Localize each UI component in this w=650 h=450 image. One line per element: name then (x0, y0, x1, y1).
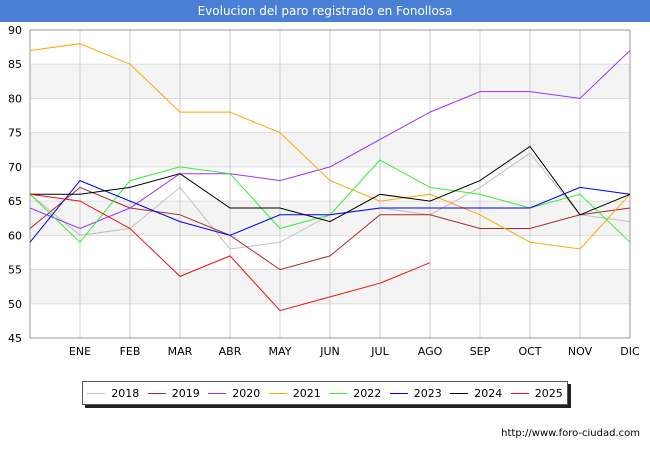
x-tick-label: SEP (470, 345, 491, 358)
legend-item-2024: 2024 (450, 387, 502, 400)
series-line-2021 (29, 43, 631, 250)
series-line-2025 (29, 193, 431, 312)
x-tick-label: MAY (269, 345, 292, 358)
y-tick-label: 75 (8, 127, 22, 140)
chart-title: Evolucion del paro registrado en Fonollo… (0, 0, 650, 22)
x-tick-label: FEB (120, 345, 141, 358)
x-tick-label: OCT (518, 345, 541, 358)
legend-item-2025: 2025 (510, 386, 563, 400)
legend-item-2018: 2018 (87, 387, 139, 400)
y-tick-label: 65 (8, 195, 22, 208)
legend-swatch (450, 392, 469, 394)
series-line-2020 (29, 50, 631, 230)
series-line-2023 (29, 179, 631, 243)
y-tick-label: 50 (8, 298, 22, 311)
legend-item-2020: 2020 (208, 387, 260, 400)
legend-label: 2019 (171, 386, 200, 400)
y-tick-label: 85 (8, 58, 22, 71)
legend-swatch (389, 392, 408, 394)
legend-swatch (268, 392, 287, 394)
legend-label: 2021 (292, 386, 321, 400)
x-tick-label: ENE (69, 345, 91, 358)
legend: 2018 2019 2020 2021 2022 2023 2024 2025 (82, 381, 568, 405)
plot-frame (29, 29, 631, 339)
legend-swatch (147, 392, 166, 394)
y-tick-label: 45 (8, 332, 22, 345)
x-tick-label: ABR (219, 345, 242, 358)
x-tick-label: MAR (168, 345, 193, 358)
legend-swatch (329, 392, 348, 394)
y-tick-label: 55 (8, 264, 22, 277)
x-tick-label: DIC (620, 345, 640, 358)
y-tick-label: 80 (8, 92, 22, 105)
legend-label: 2025 (534, 386, 563, 400)
y-tick-label: 70 (8, 161, 22, 174)
x-tick-label: JUN (319, 345, 340, 358)
x-tick-label: NOV (568, 345, 593, 358)
y-tick-label: 60 (8, 229, 22, 242)
legend-item-2019: 2019 (147, 386, 200, 400)
source-credit: http://www.foro-ciudad.com (501, 428, 640, 439)
legend-label: 2020 (232, 386, 261, 400)
legend-swatch (208, 392, 227, 394)
series-line-2024 (30, 145, 631, 223)
legend-swatch (87, 392, 106, 394)
legend-label: 2018 (111, 386, 140, 400)
x-tick-label: AGO (418, 345, 443, 358)
legend-item-2021: 2021 (268, 386, 321, 400)
x-tick-label: JUL (370, 345, 389, 358)
legend-label: 2024 (474, 386, 503, 400)
y-tick-label: 90 (8, 24, 22, 37)
legend-item-2022: 2022 (329, 387, 381, 400)
legend-swatch (510, 392, 529, 394)
legend-label: 2022 (353, 386, 382, 400)
legend-label: 2023 (413, 386, 442, 400)
legend-item-2023: 2023 (389, 386, 442, 400)
